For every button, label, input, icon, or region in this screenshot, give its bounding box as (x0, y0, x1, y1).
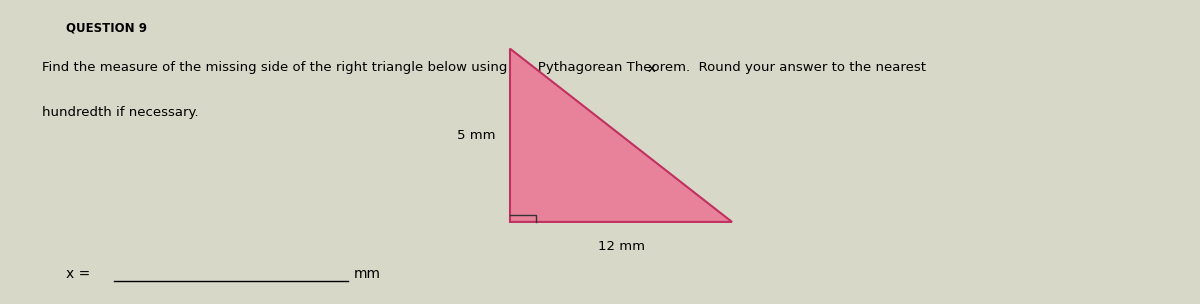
Polygon shape (510, 49, 732, 222)
Text: Find the measure of the missing side of the right triangle below using the Pytha: Find the measure of the missing side of … (42, 61, 926, 74)
Text: 12 mm: 12 mm (598, 240, 644, 253)
Text: mm: mm (354, 267, 382, 281)
Text: QUESTION 9: QUESTION 9 (66, 21, 148, 34)
Text: x: x (648, 62, 655, 75)
Text: x =: x = (66, 267, 90, 281)
Text: hundredth if necessary.: hundredth if necessary. (42, 106, 199, 119)
Text: 5 mm: 5 mm (457, 129, 496, 142)
